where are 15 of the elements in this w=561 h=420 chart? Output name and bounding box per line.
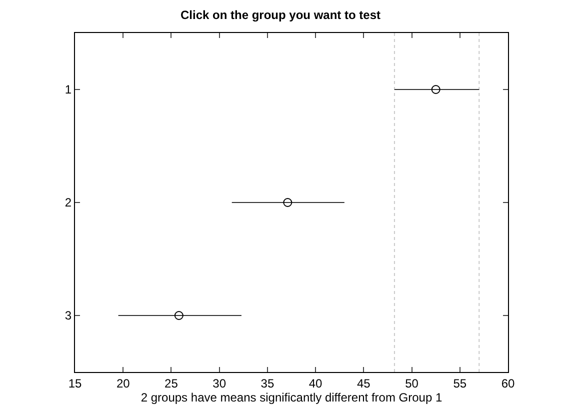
x-tick-label: 55 (453, 376, 467, 390)
y-tick-label: 2 (64, 196, 72, 210)
x-tick-label: 50 (405, 376, 419, 390)
x-tick-label: 25 (164, 376, 178, 390)
x-tick-label: 40 (308, 376, 323, 390)
x-tick-label: 15 (68, 376, 82, 390)
x-tick-label: 20 (116, 376, 130, 390)
x-tick-label: 60 (501, 376, 515, 390)
chart-title: Click on the group you want to test (180, 8, 381, 22)
x-tick-label: 35 (260, 376, 274, 390)
y-tick-label: 1 (64, 82, 72, 97)
x-tick-label: 30 (212, 376, 226, 390)
x-axis-title: 2 groups have means significantly different from Group 1 (140, 390, 442, 404)
x-tick-label: 45 (356, 376, 371, 390)
y-tick-label: 3 (64, 308, 72, 323)
